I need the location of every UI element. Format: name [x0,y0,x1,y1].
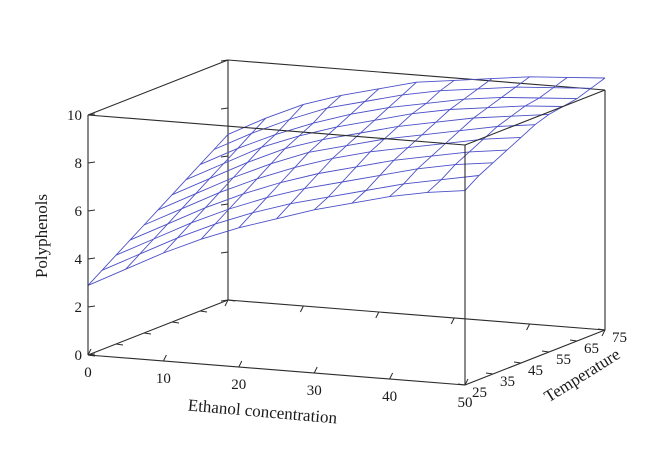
x-tick-label-0: 0 [84,365,92,381]
x-tick-mark-back [299,305,304,313]
y-tick-mark [569,339,578,342]
y-tick-mark-front [87,354,96,357]
z-tick-mark [87,305,96,308]
x-tick-mark-back [526,323,531,331]
mesh-line-temperature-40 [129,149,508,241]
x-tick-mark-back [450,317,455,325]
z-tick-label-4: 4 [75,252,83,268]
z-tick-label-8: 8 [75,156,83,172]
box-edge-back-top [227,59,606,91]
y-tick-mark-front [199,310,208,313]
x-tick-label-30: 30 [307,383,322,399]
y-tick-label-45: 45 [528,363,543,379]
mesh-line-ethanol-20 [238,88,380,229]
x-tick-label-50: 50 [458,395,473,411]
box-edge-front-bottom [87,354,466,386]
y-tick-label-55: 55 [556,352,571,368]
y-tick-mark-front [227,299,236,302]
mesh-line-ethanol-25 [276,81,417,220]
y-tick-label-75: 75 [612,330,627,346]
axis-ticks [87,59,606,386]
box-edge-back-bottom [227,299,606,331]
y-tick-mark [457,383,466,386]
z-tick-label-6: 6 [75,204,83,220]
y-tick-label-65: 65 [584,341,599,357]
y-tick-mark-front [115,343,124,346]
mesh-line-ethanol-45 [426,77,568,193]
mesh-line-ethanol-5 [125,117,267,270]
x-tick-mark [464,378,469,386]
x-tick-label-20: 20 [231,377,246,393]
z-tick-mark-back [220,59,229,62]
box-edge-left-bottom [87,299,229,356]
z-tick-label-10: 10 [67,108,82,124]
mesh-line-ethanol-15 [200,95,342,240]
y-tick-mark [513,361,522,364]
y-tick-mark-front [143,332,152,335]
x-tick-mark [389,372,394,380]
x-tick-label-10: 10 [156,371,171,387]
x-tick-mark [162,354,167,362]
box-edge-right-bottom [464,329,606,386]
y-tick-label-25: 25 [472,385,487,401]
x-tick-mark [87,348,92,356]
y-tick-mark [485,372,494,375]
x-tick-mark [238,360,243,368]
box-edge-left-top [87,59,229,116]
x-tick-mark-back [375,311,380,319]
mesh-line-ethanol-50 [464,77,606,191]
z-tick-mark [87,209,96,212]
z-tick-mark [87,113,96,116]
mesh-line-temperature-25 [87,190,466,286]
z-tick-mark-back [220,299,229,302]
z-tick-label-0: 0 [75,348,83,364]
z-tick-mark-back [220,251,229,254]
box-front-edges [87,89,606,386]
mesh-line-temperature-30 [101,175,480,271]
surface-mesh [87,76,606,286]
box-edge-right-top [464,89,606,146]
mesh-line-ethanol-35 [351,78,493,204]
y-tick-label-35: 35 [500,374,515,390]
x-tick-mark-back [601,329,606,337]
mesh-line-ethanol-0 [87,134,229,286]
z-tick-label-2: 2 [75,300,83,316]
z-tick-mark-back [220,155,229,158]
x-axis-title: Ethanol concentration [187,396,338,428]
y-axis-title: Temperature [541,345,624,407]
mesh-line-ethanol-40 [389,76,530,197]
x-tick-mark-back [224,299,229,307]
x-tick-label-40: 40 [382,389,397,405]
z-tick-mark-back [220,203,229,206]
z-axis-title: Polyphenols [32,194,51,278]
x-tick-mark [313,366,318,374]
z-tick-mark-back [220,107,229,110]
y-tick-mark-front [171,321,180,324]
box-edge-front-top [87,114,466,146]
z-tick-mark [87,161,96,164]
z-tick-mark [87,257,96,260]
y-tick-mark [541,350,550,353]
mesh-line-ethanol-10 [163,104,304,254]
y-tick-mark [597,328,606,331]
